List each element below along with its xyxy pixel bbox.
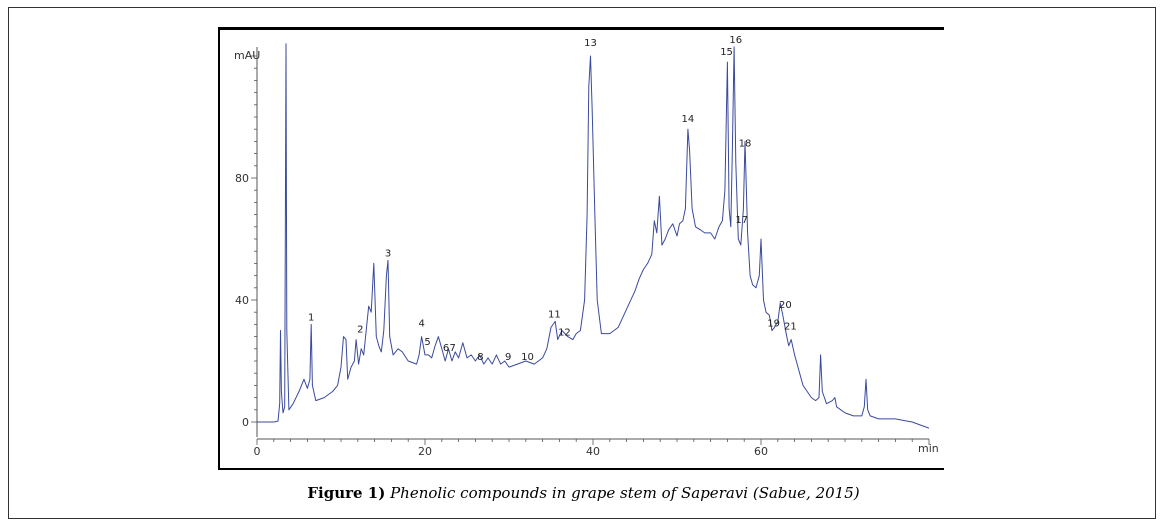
figure-caption: Figure 1) Phenolic compounds in grape st… [0, 484, 1167, 502]
peak-label-5: 5 [424, 337, 430, 348]
peak-label-3: 3 [385, 248, 391, 259]
y-axis-label: mAU [234, 49, 260, 62]
y-tick-label: 0 [242, 416, 249, 429]
figure-frame [8, 7, 1156, 519]
caption-text: Phenolic compounds in grape stem of Sape… [390, 484, 860, 502]
peak-label-6: 6 [443, 343, 449, 354]
peak-label-12: 12 [558, 328, 571, 339]
x-tick-label: 40 [586, 445, 600, 458]
peak-label-13: 13 [584, 38, 597, 49]
caption-figure-number: Figure 1) [307, 484, 386, 502]
peak-label-10: 10 [521, 352, 534, 363]
x-tick-label: 20 [418, 445, 432, 458]
peak-label-18: 18 [739, 139, 752, 150]
peak-label-9: 9 [505, 352, 511, 363]
peak-label-1: 1 [308, 312, 314, 323]
chart-frame [218, 27, 944, 470]
peak-label-7: 7 [450, 343, 456, 354]
peak-label-16: 16 [729, 35, 742, 46]
peak-label-11: 11 [548, 309, 561, 320]
peak-label-14: 14 [682, 114, 695, 125]
peak-label-15: 15 [720, 47, 733, 58]
peak-label-2: 2 [357, 325, 363, 336]
x-axis-label: min [918, 442, 939, 455]
y-tick-label: 40 [235, 294, 249, 307]
peak-label-20: 20 [779, 300, 792, 311]
x-tick-label: 0 [254, 445, 261, 458]
x-tick-label: 60 [754, 445, 768, 458]
series-line-0 [257, 43, 930, 429]
peak-label-4: 4 [418, 319, 424, 330]
peak-label-19: 19 [767, 319, 780, 330]
peak-label-21: 21 [784, 322, 797, 333]
peak-label-17: 17 [735, 215, 748, 226]
peak-label-8: 8 [477, 352, 483, 363]
y-tick-label: 80 [235, 172, 249, 185]
